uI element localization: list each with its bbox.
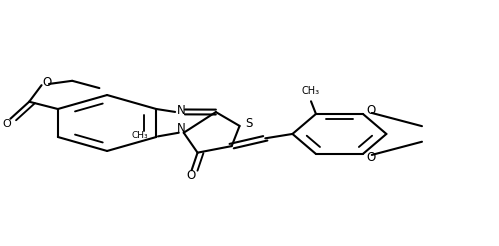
Text: CH₃: CH₃ (302, 86, 320, 96)
Text: O: O (2, 119, 11, 129)
Text: CH₃: CH₃ (132, 131, 148, 140)
Text: N: N (177, 104, 186, 117)
Text: N: N (177, 122, 186, 135)
Text: O: O (366, 104, 375, 117)
Text: O: O (43, 76, 52, 89)
Text: S: S (245, 117, 252, 130)
Text: O: O (366, 151, 375, 164)
Text: O: O (186, 169, 195, 182)
